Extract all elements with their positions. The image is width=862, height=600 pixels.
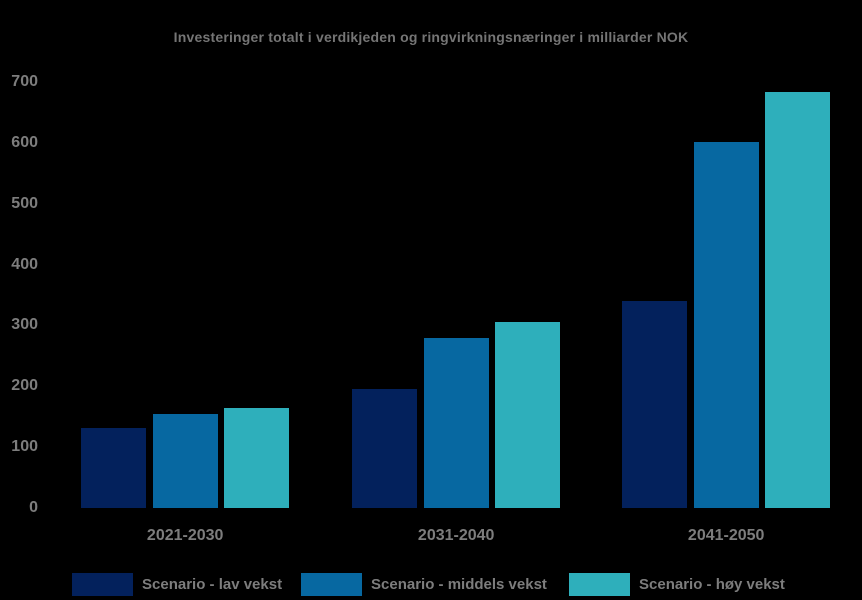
bar-series1-2031-2040: [352, 388, 417, 508]
bar-series1-2021-2030: [81, 427, 146, 508]
legend-label: Scenario - høy vekst: [639, 575, 785, 593]
y-tick-label: 400: [11, 255, 38, 273]
x-axis-label: 2041-2050: [687, 527, 765, 544]
bar-series3-2041-2050: [765, 91, 831, 508]
legend-item: Scenario - lav vekst: [72, 572, 282, 596]
legend-label: Scenario - middels vekst: [371, 575, 547, 593]
legend-item: Scenario - middels vekst: [301, 572, 547, 596]
chart-title: Investeringer totalt i verdikjeden og ri…: [173, 29, 689, 45]
bar-series3-2021-2030: [224, 408, 290, 508]
legend-swatch-icon: [569, 572, 630, 596]
legend-swatch-icon: [301, 572, 362, 596]
x-axis-label: 2031-2040: [417, 527, 495, 544]
bar-series3-2031-2040: [495, 322, 561, 508]
y-tick-label: 0: [29, 499, 38, 516]
y-tick-label: 600: [11, 133, 38, 151]
bar-series2-2031-2040: [423, 337, 489, 508]
legend-swatch-icon: [72, 572, 133, 596]
x-axis-label: 2021-2030: [146, 527, 224, 544]
legend-item: Scenario - høy vekst: [569, 572, 785, 596]
bar-series2-2041-2050: [693, 141, 759, 508]
bar-series2-2021-2030: [152, 413, 218, 508]
y-tick-label: 200: [11, 377, 38, 395]
y-tick-label: 100: [11, 438, 38, 456]
y-tick-label: 500: [11, 194, 38, 212]
bar-series1-2041-2050: [622, 301, 687, 508]
y-tick-label: 300: [11, 316, 38, 334]
y-tick-label: 700: [11, 73, 38, 90]
legend-label: Scenario - lav vekst: [142, 575, 283, 593]
